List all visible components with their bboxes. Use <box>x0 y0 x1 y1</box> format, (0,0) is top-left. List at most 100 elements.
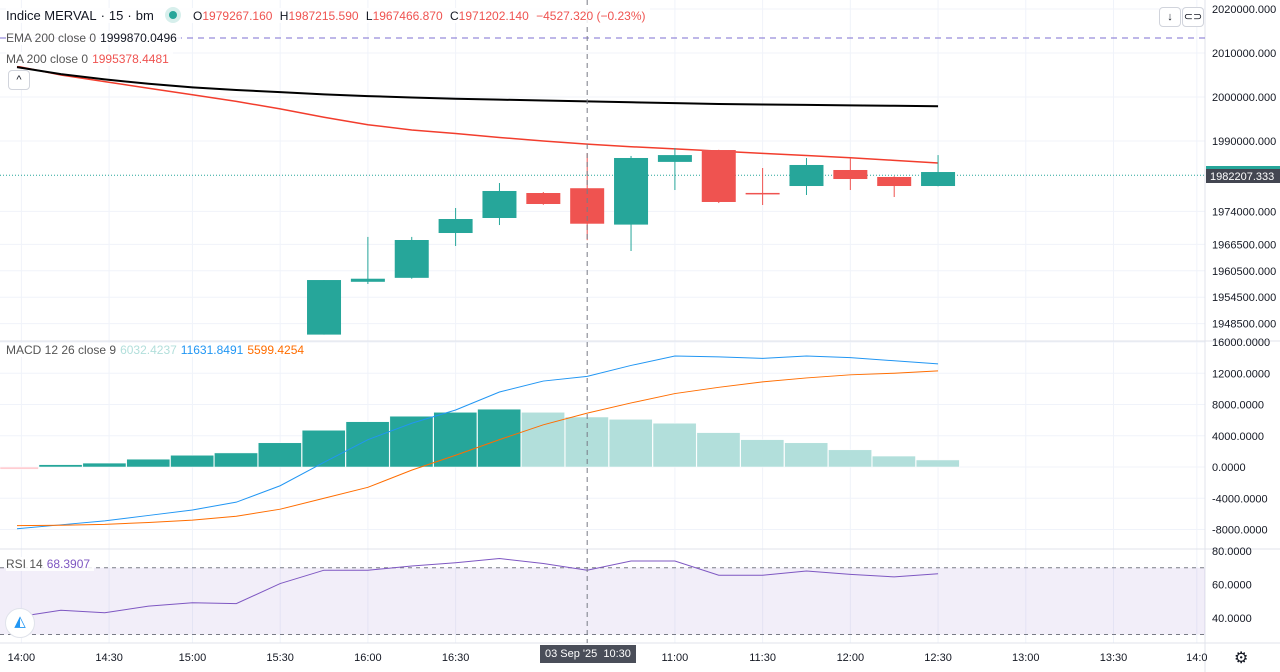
macd-axis-tick: 16000.0000 <box>1212 337 1270 349</box>
tradingview-logo-icon[interactable]: ◭ <box>5 608 35 638</box>
rsi-label: RSI 14 <box>6 557 43 571</box>
candle-body <box>350 278 385 282</box>
macd-histogram-bar <box>784 442 829 468</box>
macd-histogram-bar <box>82 462 127 468</box>
candle-body <box>789 164 824 187</box>
time-axis-tick: 11:30 <box>749 652 776 664</box>
interval: 15 <box>108 8 124 23</box>
rsi-line <box>16 558 939 618</box>
macd-histogram-bar <box>389 415 434 468</box>
ema-label: EMA 200 close 0 <box>6 31 97 45</box>
ma-value: 1995378.4481 <box>92 52 169 66</box>
auto-scale-button[interactable]: ⊂⊃ <box>1182 7 1204 27</box>
price-axis-tick: 1954500.000 <box>1212 292 1276 304</box>
change-value: −4527.320 (−0.23%) <box>536 9 646 23</box>
price-axis-tick: 1948500.000 <box>1212 319 1276 331</box>
candle-body <box>526 193 561 205</box>
time-axis-tick: 13:00 <box>1012 652 1040 664</box>
open-value: 1979267.160 <box>202 9 273 23</box>
candle-body <box>701 150 736 202</box>
crosshair-time-label: 03 Sep '25 10:30 <box>540 645 636 663</box>
macd-hist-value: 6032.4237 <box>120 343 177 357</box>
ma-legend[interactable]: MA 200 close 0 1995378.4481 <box>6 52 173 66</box>
ema-legend[interactable]: EMA 200 close 0 1999870.0496 <box>6 31 181 45</box>
open-label: O <box>193 9 203 23</box>
high-value: 1987215.590 <box>288 9 359 23</box>
macd-axis-tick: 12000.0000 <box>1212 368 1270 380</box>
macd-histogram-bar <box>433 412 478 468</box>
macd-axis-tick: 8000.0000 <box>1212 400 1264 412</box>
candle-body <box>745 192 780 195</box>
candle-body <box>833 169 868 180</box>
macd-axis-tick: -8000.0000 <box>1212 525 1268 537</box>
price-axis-tick: 1990000.000 <box>1212 136 1276 148</box>
time-axis-tick: 14:0 <box>1186 652 1207 664</box>
exchange: bm <box>135 8 154 23</box>
candle-body <box>614 157 649 225</box>
time-axis-tick: 13:30 <box>1100 652 1128 664</box>
rsi-band <box>0 567 1205 635</box>
macd-histogram-bar <box>872 455 916 468</box>
price-axis-tick: 2010000.000 <box>1212 48 1276 60</box>
price-axis-tick: 2000000.000 <box>1212 92 1276 104</box>
main-legend: Indice MERVAL · 15 · bm O1979267.160 H198721… <box>6 8 650 23</box>
macd-histogram-bar <box>828 449 872 468</box>
scroll-down-button[interactable]: ↓ <box>1159 7 1181 27</box>
ema-value: 1999870.0496 <box>100 31 177 45</box>
macd-legend[interactable]: MACD 12 26 close 9 6032.4237 11631.8491 559… <box>6 343 309 357</box>
low-value: 1967466.870 <box>372 9 443 23</box>
price-axis-tick: 1974000.000 <box>1212 206 1276 218</box>
macd-histogram-bar <box>652 423 697 468</box>
last-price-label: 1982207.333 <box>1206 166 1280 183</box>
candle-body <box>482 190 517 218</box>
macd-histogram-bar <box>740 439 785 468</box>
rsi-legend[interactable]: RSI 14 68.3907 <box>6 557 95 571</box>
collapse-legend-button[interactable]: ^ <box>8 70 30 90</box>
time-axis-tick: 16:30 <box>442 652 470 664</box>
close-value: 1971202.140 <box>458 9 529 23</box>
market-status-icon <box>169 11 178 19</box>
high-label: H <box>279 9 289 23</box>
time-axis-tick: 15:00 <box>179 652 207 664</box>
time-axis-tick: 14:30 <box>95 652 123 664</box>
macd-signal-line <box>16 370 939 527</box>
rsi-value: 68.3907 <box>46 557 91 571</box>
symbol-title[interactable]: Indice MERVAL <box>6 8 97 23</box>
macd-axis-tick: 4000.0000 <box>1212 431 1264 443</box>
ma-label: MA 200 close 0 <box>6 52 89 66</box>
macd-axis-tick: -4000.0000 <box>1212 493 1268 505</box>
candle-body <box>657 155 692 162</box>
time-axis-tick: 12:00 <box>837 652 865 664</box>
settings-gear-icon[interactable]: ⚙ <box>1234 650 1249 667</box>
macd-line <box>16 355 939 530</box>
time-axis-tick: 12:30 <box>924 652 952 664</box>
macd-histogram-bar <box>915 459 960 468</box>
rsi-axis-tick: 60.0000 <box>1212 579 1252 591</box>
macd-histogram-bar <box>214 452 258 468</box>
macd-histogram-bar <box>345 421 390 468</box>
macd-signal-value: 5599.4254 <box>247 343 305 357</box>
ma-line <box>16 65 939 164</box>
macd-histogram-bar <box>0 466 39 470</box>
macd-histogram-bar <box>608 419 653 468</box>
macd-axis-tick: 0.0000 <box>1212 462 1246 474</box>
candle-body <box>394 240 429 278</box>
time-axis-tick: 11:00 <box>662 652 689 664</box>
time-axis-tick: 16:00 <box>354 652 382 664</box>
rsi-axis-tick: 80.0000 <box>1212 546 1252 558</box>
candle-body <box>438 219 473 234</box>
price-axis-tick: 2020000.000 <box>1212 4 1276 16</box>
macd-histogram-bar <box>170 455 214 468</box>
rsi-axis-tick: 40.0000 <box>1212 613 1252 625</box>
ema-line <box>16 66 939 108</box>
candle-body <box>307 280 342 335</box>
time-axis-tick: 15:30 <box>266 652 294 664</box>
close-label: C <box>450 9 459 23</box>
time-axis-tick: 14:00 <box>8 652 36 664</box>
macd-histogram-bar <box>258 442 302 468</box>
macd-label: MACD 12 26 close 9 <box>6 343 117 357</box>
low-label: L <box>365 9 373 23</box>
candle-body <box>921 172 956 187</box>
